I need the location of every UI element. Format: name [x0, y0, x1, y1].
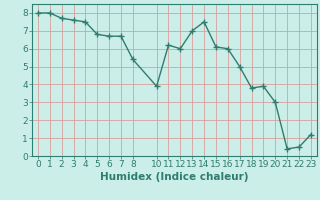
X-axis label: Humidex (Indice chaleur): Humidex (Indice chaleur): [100, 172, 249, 182]
